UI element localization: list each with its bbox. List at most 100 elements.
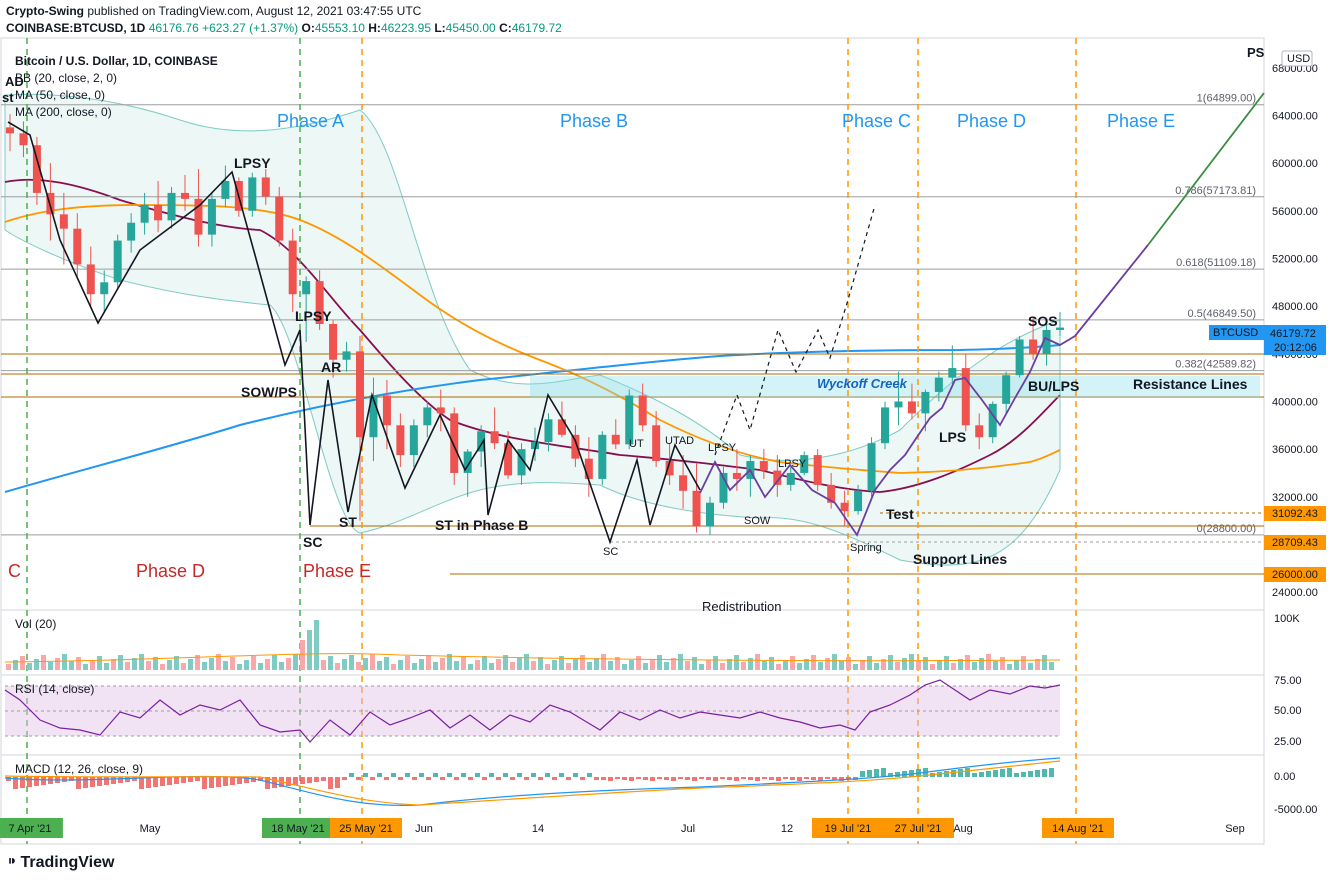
candle-body[interactable] (221, 181, 230, 199)
wyckoff-path-distribution[interactable] (7, 121, 701, 545)
candle-body[interactable] (598, 434, 607, 479)
wyckoff-path-forecast[interactable] (714, 204, 876, 456)
candle-body[interactable] (504, 443, 513, 476)
candle-body[interactable] (907, 401, 916, 414)
candle-body[interactable] (531, 441, 539, 450)
symbol[interactable]: COINBASE:BTCUSD, 1D (6, 21, 146, 35)
resistance-zone[interactable] (530, 376, 1260, 398)
time-axis[interactable]: 7 Apr '21 May 18 May '21 25 May '21 Jun 14 Jul… (0, 818, 1245, 838)
candle-body[interactable] (1002, 375, 1011, 404)
candle-body[interactable] (881, 407, 889, 444)
candle-body[interactable] (59, 214, 68, 229)
candle-body[interactable] (356, 351, 364, 438)
candle-body[interactable] (921, 391, 930, 414)
candle-body[interactable] (611, 434, 620, 445)
candle-body[interactable] (557, 419, 566, 435)
candle-body[interactable] (786, 472, 795, 485)
candle-body[interactable] (625, 395, 634, 445)
candle-body[interactable] (827, 484, 836, 503)
candle-body[interactable] (315, 281, 324, 324)
candle-body[interactable] (436, 407, 445, 414)
candle-body[interactable] (477, 431, 486, 452)
candle-body[interactable] (154, 204, 163, 221)
candle-body[interactable] (423, 407, 432, 426)
macd-hist-bar (699, 777, 704, 779)
candle-body[interactable] (719, 472, 728, 503)
candle-body[interactable] (19, 133, 28, 146)
candle-body[interactable] (800, 455, 809, 473)
publisher[interactable]: Crypto-Swing (6, 4, 84, 18)
candle-body[interactable] (261, 177, 270, 197)
tradingview-logo[interactable]: ⁍ TradingView (8, 852, 114, 872)
time-highlight (882, 818, 954, 838)
candle-body[interactable] (369, 395, 378, 438)
macd-hist-bar (97, 777, 102, 786)
volume-bar (769, 657, 774, 670)
candle-body[interactable] (409, 425, 418, 456)
candle-body[interactable] (1015, 339, 1024, 376)
candle-body[interactable] (665, 461, 674, 476)
macd-hist-bar (769, 777, 774, 780)
candle-body[interactable] (692, 490, 701, 527)
wyckoff-path-accumulation[interactable] (699, 244, 1149, 537)
candle-body[interactable] (961, 368, 970, 426)
candle-body[interactable] (1056, 327, 1064, 330)
volume-bar (6, 664, 11, 670)
candle-body[interactable] (732, 472, 741, 479)
candle-body[interactable] (652, 425, 661, 462)
candle-body[interactable] (773, 470, 782, 485)
candle-body[interactable] (113, 240, 122, 283)
candle-body[interactable] (194, 198, 203, 235)
candle-body[interactable] (181, 192, 189, 199)
macd-hist-bar (426, 777, 431, 780)
candle-body[interactable] (167, 192, 176, 221)
candle-body[interactable] (759, 461, 768, 471)
candle-body[interactable] (288, 240, 297, 295)
candle-body[interactable] (6, 127, 14, 134)
candle-body[interactable] (571, 434, 580, 459)
candle-body[interactable] (706, 502, 714, 527)
candle-body[interactable] (140, 204, 149, 223)
candle-body[interactable] (302, 281, 311, 295)
legend-bb: BB (20, close, 2, 0) (15, 71, 117, 85)
candle-body[interactable] (127, 222, 136, 241)
candle-body[interactable] (1042, 329, 1051, 354)
candle-body[interactable] (679, 475, 688, 491)
macd-hist-bar (608, 777, 613, 781)
candle-body[interactable] (100, 282, 109, 295)
candle-body[interactable] (275, 196, 284, 241)
candle-body[interactable] (329, 324, 338, 360)
candle-body[interactable] (342, 351, 351, 360)
candle-body[interactable] (584, 458, 593, 479)
candle-body[interactable] (840, 502, 849, 512)
candle-body[interactable] (544, 419, 553, 442)
candle-body[interactable] (450, 413, 459, 473)
candle-body[interactable] (86, 264, 95, 295)
candle-body[interactable] (207, 198, 216, 235)
candle-body[interactable] (382, 395, 391, 426)
candle-body[interactable] (934, 377, 943, 392)
macd-hist-bar (258, 777, 263, 781)
candle-body[interactable] (867, 443, 876, 491)
candle-body[interactable] (988, 403, 997, 438)
candle-body[interactable] (813, 455, 822, 485)
macd-hist-bar (363, 773, 368, 777)
candle-body[interactable] (517, 449, 526, 476)
candle-body[interactable] (854, 490, 863, 512)
candle-body[interactable] (894, 401, 903, 408)
candle-body[interactable] (396, 425, 405, 456)
currency-box[interactable] (1281, 50, 1313, 67)
candle-body[interactable] (248, 177, 257, 211)
candlestick-series[interactable] (6, 114, 1064, 535)
candle-body[interactable] (638, 395, 647, 426)
candle-body[interactable] (32, 145, 41, 193)
volume-bar (405, 656, 410, 670)
candle-body[interactable] (1029, 339, 1038, 354)
candle-body[interactable] (463, 451, 472, 473)
candle-body[interactable] (490, 431, 499, 444)
candle-body[interactable] (948, 368, 957, 378)
candle-body[interactable] (73, 228, 82, 265)
forecast-path-up[interactable] (1147, 92, 1265, 246)
candle-body[interactable] (975, 425, 984, 438)
